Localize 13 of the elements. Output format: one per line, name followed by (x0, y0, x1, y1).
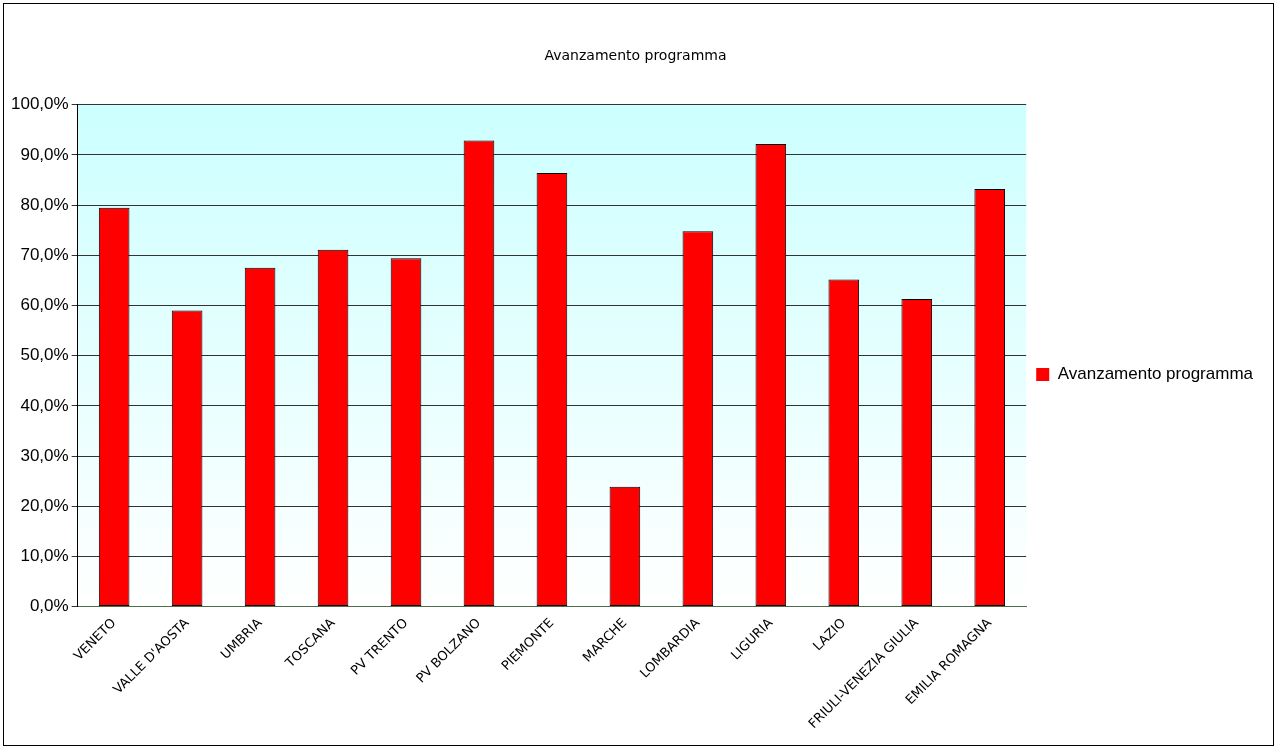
y-tick-label: 0,0% (29, 596, 69, 616)
y-tick-label: 30,0% (20, 445, 69, 465)
y-tick-label: 20,0% (20, 495, 69, 515)
legend-label: Avanzamento programma (1057, 364, 1254, 384)
y-tick-label: 50,0% (20, 345, 69, 365)
chart-title: Avanzamento programma (544, 47, 727, 64)
y-tick-label: 10,0% (20, 546, 69, 566)
y-tick-label: 80,0% (20, 194, 69, 214)
y-tick-label: 60,0% (20, 295, 69, 315)
y-tick-label: 100,0% (10, 94, 69, 114)
y-tick-label: 40,0% (20, 395, 69, 415)
y-tick-label: 90,0% (20, 144, 69, 164)
y-tick-label: 70,0% (20, 245, 69, 265)
